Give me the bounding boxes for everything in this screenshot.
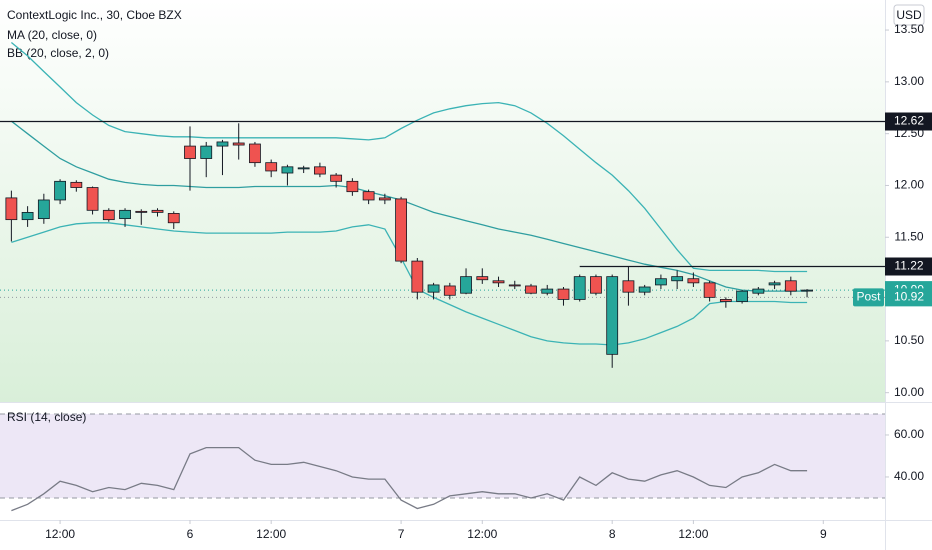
candle-body (184, 145, 196, 159)
candle-body (21, 211, 34, 221)
candle-body (655, 278, 667, 286)
rsi-band (0, 413, 885, 498)
candle-body (249, 143, 261, 164)
y-tick-label: 40.00 (894, 469, 924, 483)
candle-body (557, 288, 570, 300)
price-level-label: 11.22 (894, 259, 923, 273)
candle-body (151, 209, 164, 213)
price-level-label: 12.62 (894, 114, 924, 128)
candle-body (687, 278, 700, 284)
bollinger-band (10, 41, 808, 273)
x-tick-label: 12:00 (45, 527, 75, 541)
chart-title: ContextLogic Inc., 30, Cboe BZX (7, 8, 182, 22)
candle-body (265, 162, 278, 172)
candle-body (768, 282, 781, 286)
candle-body (216, 141, 229, 147)
x-tick-label: 12:00 (467, 527, 497, 541)
candle-body (752, 288, 765, 294)
price-level-tag (885, 112, 932, 131)
rsi-title: RSI (14, close) (7, 410, 86, 424)
post-price-label: 10.92 (894, 290, 924, 304)
candle-body (395, 198, 407, 262)
candle-body (362, 191, 375, 201)
candle-body (37, 199, 50, 220)
y-tick-label: 11.50 (894, 229, 923, 243)
candle-body (297, 167, 310, 170)
post-tag (853, 288, 884, 307)
candle-body (54, 180, 66, 201)
candle-body (378, 197, 391, 201)
candle-body (801, 289, 813, 292)
moving-average (11, 120, 808, 292)
candle-body (102, 209, 115, 221)
currency: USD (896, 8, 922, 22)
candle-body (411, 260, 424, 293)
candle-body (70, 181, 83, 188)
currency-box[interactable] (893, 4, 925, 26)
candle-body (281, 166, 294, 174)
candle-body (86, 187, 99, 211)
x-tick-label: 12:00 (256, 527, 286, 541)
candle-body (622, 280, 635, 293)
x-tick-label: 8 (609, 527, 616, 541)
y-tick-label: 10.00 (894, 385, 924, 399)
candle-body (492, 280, 505, 284)
x-tick-label: 12:00 (678, 527, 708, 541)
candle-body (135, 210, 148, 213)
y-tick-label: 60.00 (894, 427, 924, 441)
y-tick-label: 10.50 (894, 333, 924, 347)
y-tick-label: 13.00 (894, 74, 924, 88)
bollinger-band (11, 222, 808, 346)
candle-body (541, 288, 554, 294)
candle-body (346, 180, 359, 193)
y-tick-label: 13.50 (894, 22, 924, 36)
candle-body (119, 209, 131, 220)
candle-body (200, 145, 213, 159)
candle-body (232, 142, 245, 146)
indicator-legend: MA (20, close, 0) (7, 28, 97, 42)
price-pane (0, 0, 885, 402)
candle-body (590, 276, 602, 294)
candle-body (460, 276, 472, 294)
candle-body (476, 276, 489, 281)
candle-body (330, 174, 343, 182)
x-tick-label: 9 (820, 527, 827, 541)
price-level-tag (885, 257, 932, 276)
candle-body (525, 285, 537, 294)
candle-body (313, 166, 326, 175)
post-tag-label: Post (856, 290, 881, 304)
candle-body (784, 280, 797, 292)
candle-body (573, 276, 586, 300)
candle-body (736, 290, 749, 302)
y-tick-label: 12.00 (894, 178, 924, 192)
candle-body (167, 213, 180, 224)
candle-body (443, 285, 456, 296)
candle-body (638, 286, 651, 293)
candle-body (719, 299, 732, 302)
x-tick-label: 6 (187, 527, 194, 541)
candle-body (606, 276, 619, 355)
candle-body (427, 284, 440, 293)
candle-body (5, 197, 18, 221)
x-tick-label: 7 (398, 527, 405, 541)
candle-body (508, 284, 521, 287)
indicator-legend: BB (20, close, 2, 0) (7, 46, 109, 60)
candle-body (671, 276, 684, 282)
post-price-tag (885, 288, 932, 307)
rsi-line (11, 446, 808, 512)
candle-body (703, 282, 716, 298)
